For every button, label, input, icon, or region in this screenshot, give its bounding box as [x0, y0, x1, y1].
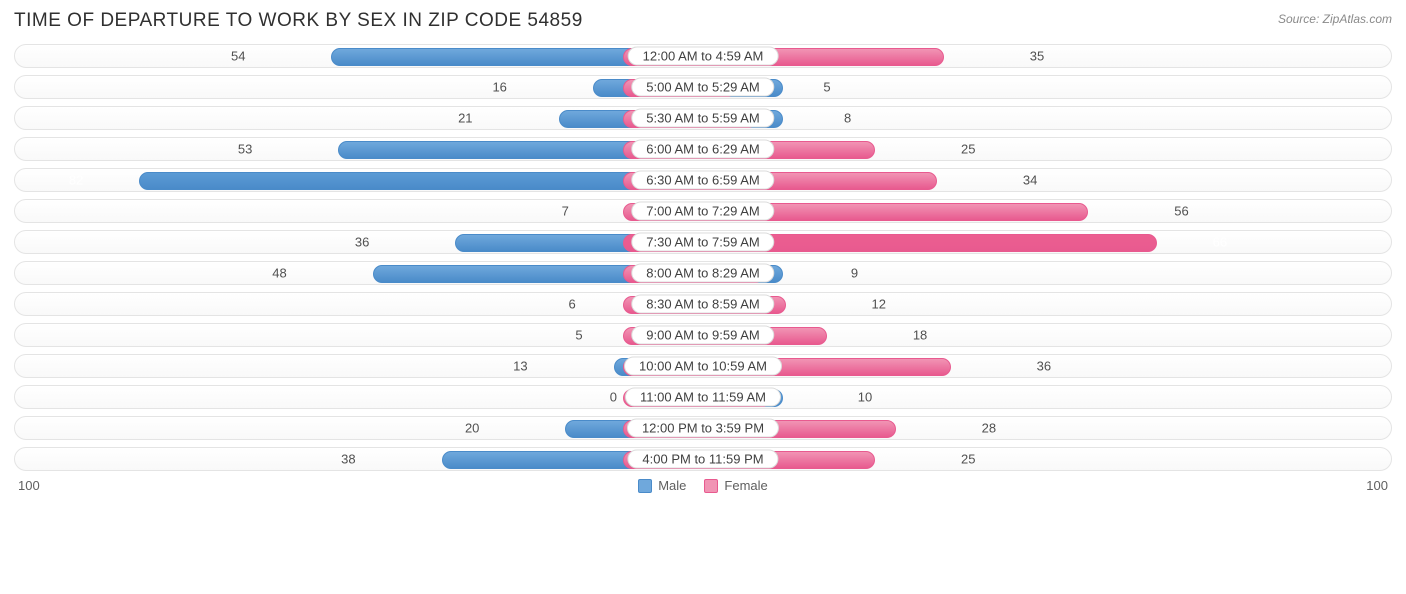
row-time-label: 11:00 AM to 11:59 AM [625, 388, 781, 407]
row-time-label: 4:00 PM to 11:59 PM [627, 450, 778, 469]
diverging-bar-chart: 12:00 AM to 4:59 AM 54 35 5:00 AM to 5:29 A… [14, 44, 1392, 471]
female-value: 66 [1213, 235, 1227, 250]
chart-row: 10:00 AM to 10:59 AM 13 36 [14, 354, 1392, 378]
male-value: 16 [492, 80, 506, 95]
chart-legend: Male Female [638, 478, 768, 493]
axis-right-max: 100 [1366, 478, 1388, 493]
male-value: 38 [341, 452, 355, 467]
female-value: 10 [858, 390, 872, 405]
row-time-label: 5:00 AM to 5:29 AM [631, 78, 774, 97]
legend-female-swatch [704, 479, 718, 493]
female-value: 12 [872, 297, 886, 312]
female-value: 28 [982, 421, 996, 436]
chart-header: TIME OF DEPARTURE TO WORK BY SEX IN ZIP … [14, 10, 1392, 32]
row-time-label: 6:30 AM to 6:59 AM [631, 171, 774, 190]
legend-female: Female [704, 478, 767, 493]
row-time-label: 6:00 AM to 6:29 AM [631, 140, 774, 159]
female-value: 36 [1037, 359, 1051, 374]
female-value: 5 [823, 80, 830, 95]
female-value: 35 [1030, 49, 1044, 64]
row-time-label: 7:00 AM to 7:29 AM [631, 202, 774, 221]
legend-male: Male [638, 478, 686, 493]
male-value: 53 [238, 142, 252, 157]
chart-row: 9:00 AM to 9:59 AM 5 18 [14, 323, 1392, 347]
female-value: 8 [844, 111, 851, 126]
male-value: 36 [355, 235, 369, 250]
chart-row: 6:00 AM to 6:29 AM 53 25 [14, 137, 1392, 161]
row-time-label: 12:00 PM to 3:59 PM [627, 419, 779, 438]
female-value: 25 [961, 142, 975, 157]
male-value: 13 [513, 359, 527, 374]
male-value: 54 [231, 49, 245, 64]
chart-row: 5:00 AM to 5:29 AM 16 5 [14, 75, 1392, 99]
male-value: 5 [575, 328, 582, 343]
male-value: 0 [610, 390, 617, 405]
chart-row: 5:30 AM to 5:59 AM 21 8 [14, 106, 1392, 130]
chart-row: 12:00 AM to 4:59 AM 54 35 [14, 44, 1392, 68]
female-value: 34 [1023, 173, 1037, 188]
chart-source: Source: ZipAtlas.com [1278, 10, 1392, 26]
row-time-label: 12:00 AM to 4:59 AM [628, 47, 779, 66]
legend-male-swatch [638, 479, 652, 493]
female-value: 9 [851, 266, 858, 281]
chart-row: 6:30 AM to 6:59 AM 82 34 [14, 168, 1392, 192]
male-value: 7 [562, 204, 569, 219]
male-value: 6 [569, 297, 576, 312]
male-value: 20 [465, 421, 479, 436]
chart-footer: 100 Male Female 100 [14, 478, 1392, 493]
female-value: 25 [961, 452, 975, 467]
row-time-label: 7:30 AM to 7:59 AM [631, 233, 774, 252]
chart-row: 7:00 AM to 7:29 AM 7 56 [14, 199, 1392, 223]
chart-row: 11:00 AM to 11:59 AM 0 10 [14, 385, 1392, 409]
axis-left-max: 100 [18, 478, 40, 493]
row-time-label: 9:00 AM to 9:59 AM [631, 326, 774, 345]
chart-row: 7:30 AM to 7:59 AM 36 66 [14, 230, 1392, 254]
chart-title: TIME OF DEPARTURE TO WORK BY SEX IN ZIP … [14, 10, 583, 32]
row-time-label: 8:30 AM to 8:59 AM [631, 295, 774, 314]
female-value: 18 [913, 328, 927, 343]
legend-female-label: Female [724, 478, 767, 493]
legend-male-label: Male [658, 478, 686, 493]
chart-row: 8:00 AM to 8:29 AM 48 9 [14, 261, 1392, 285]
row-time-label: 8:00 AM to 8:29 AM [631, 264, 774, 283]
female-value: 56 [1174, 204, 1188, 219]
row-time-label: 5:30 AM to 5:59 AM [631, 109, 774, 128]
male-value: 21 [458, 111, 472, 126]
chart-row: 4:00 PM to 11:59 PM 38 25 [14, 447, 1392, 471]
chart-row: 8:30 AM to 8:59 AM 6 12 [14, 292, 1392, 316]
male-value: 48 [272, 266, 286, 281]
male-value: 82 [69, 173, 83, 188]
chart-row: 12:00 PM to 3:59 PM 20 28 [14, 416, 1392, 440]
row-time-label: 10:00 AM to 10:59 AM [624, 357, 782, 376]
